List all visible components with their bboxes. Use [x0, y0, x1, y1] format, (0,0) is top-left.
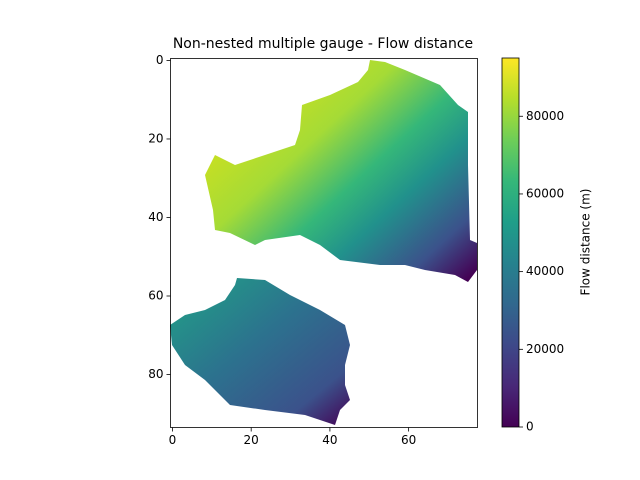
y-tick-label: 80 — [148, 367, 163, 381]
x-tick-label: 20 — [244, 433, 259, 447]
y-tick-label: 60 — [148, 288, 163, 302]
colorbar-tick-label: 0 — [526, 420, 534, 434]
colorbar-tick-label: 60000 — [526, 186, 564, 200]
x-tick-label: 0 — [169, 433, 177, 447]
colorbar-tick-label: 20000 — [526, 342, 564, 356]
chart-title: Non-nested multiple gauge - Flow distanc… — [173, 36, 473, 52]
x-tick-label: 40 — [322, 433, 337, 447]
colorbar-tick-label: 80000 — [526, 109, 564, 123]
catchment-upper — [205, 60, 477, 282]
axes-frame — [170, 58, 478, 428]
colorbar — [501, 57, 520, 428]
y-tick-label: 20 — [148, 131, 163, 145]
catchment-lower — [170, 278, 350, 425]
colorbar-label: Flow distance (m) — [579, 189, 593, 296]
colorbar-tick-label: 40000 — [526, 264, 564, 278]
x-tick-label: 60 — [401, 433, 416, 447]
y-tick-label: 40 — [148, 210, 163, 224]
y-tick-label: 0 — [156, 53, 164, 67]
